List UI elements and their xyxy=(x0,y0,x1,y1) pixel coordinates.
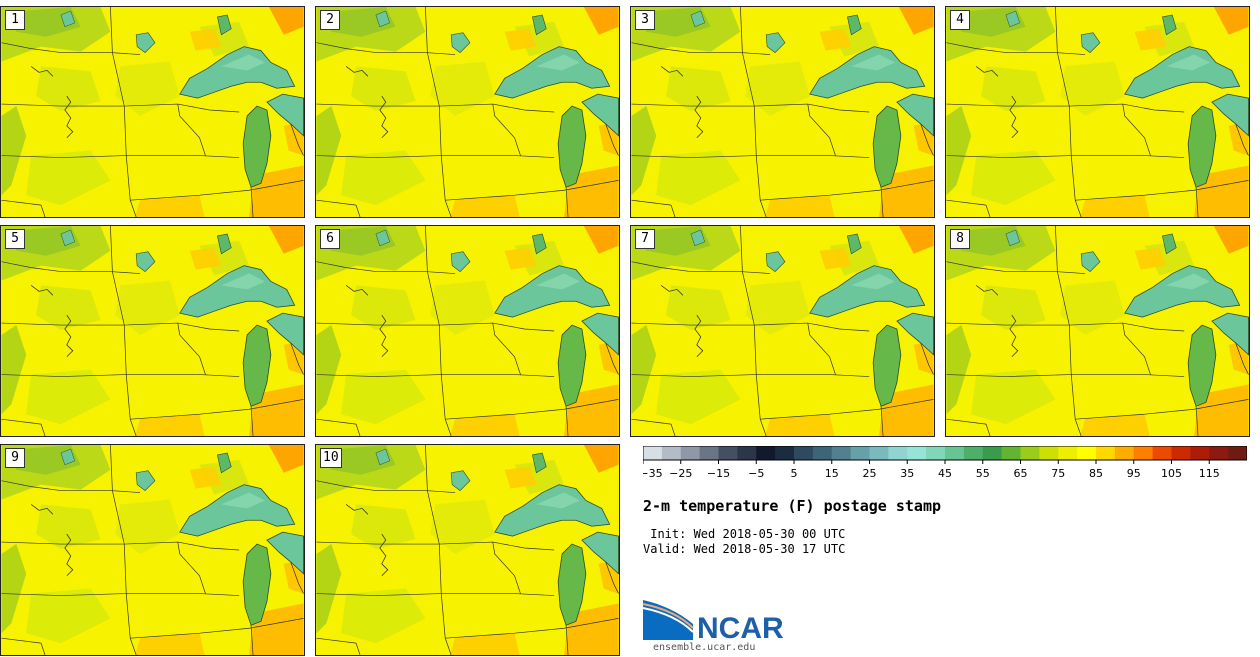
valid-time: Valid: Wed 2018-05-30 17 UTC xyxy=(643,542,846,556)
colorbar-swatch xyxy=(1152,446,1172,460)
colorbar-swatch xyxy=(831,446,852,460)
temperature-map xyxy=(946,226,1249,436)
colorbar-swatch xyxy=(1020,446,1040,460)
ncar-logo: NCAR xyxy=(642,600,784,644)
colorbar-tick-label: −25 xyxy=(669,467,692,480)
temperature-colorbar: −35 −25 −15 −5 5 15 25 35 45 55 65 75 85 95 105 115 xyxy=(643,446,1247,480)
colorbar-swatch xyxy=(926,446,946,460)
colorbar-swatch xyxy=(794,446,814,460)
colorbar-tick-label: 105 xyxy=(1161,467,1182,480)
temperature-map xyxy=(1,445,304,655)
colorbar-tick-label: 55 xyxy=(976,467,990,480)
colorbar-tick-label: 25 xyxy=(863,467,877,480)
colorbar-swatch xyxy=(718,446,738,460)
colorbar-swatch xyxy=(737,446,757,460)
postage-stamp-map-2: 2 xyxy=(315,6,620,218)
colorbar-swatch xyxy=(1190,446,1210,460)
temperature-map xyxy=(316,7,619,217)
member-label: 1 xyxy=(5,10,25,30)
temperature-map xyxy=(1,7,304,217)
colorbar-tick-label: 15 xyxy=(825,467,839,480)
colorbar-tick-label: 75 xyxy=(1051,467,1065,480)
plot-title: 2-m temperature (F) postage stamp xyxy=(643,497,942,515)
member-label: 3 xyxy=(635,10,655,30)
colorbar-swatch xyxy=(907,446,927,460)
colorbar-swatch xyxy=(1171,446,1191,460)
colorbar-swatch xyxy=(888,446,908,460)
colorbar-swatch xyxy=(643,446,663,460)
site-url: ensemble.ucar.edu xyxy=(653,642,756,653)
postage-stamp-map-4: 4 xyxy=(945,6,1250,218)
postage-stamp-map-9: 9 xyxy=(0,444,305,656)
colorbar-swatch xyxy=(661,446,682,460)
colorbar-tick-label: 85 xyxy=(1089,467,1103,480)
member-label: 6 xyxy=(320,229,340,249)
member-label: 2 xyxy=(320,10,340,30)
colorbar-swatch xyxy=(1228,446,1247,460)
colorbar-tick-label: 5 xyxy=(791,467,798,480)
colorbar-tick-label: 65 xyxy=(1014,467,1028,480)
postage-stamp-map-8: 8 xyxy=(945,225,1250,437)
colorbar-swatch xyxy=(869,446,889,460)
colorbar-swatch xyxy=(963,446,984,460)
colorbar-swatch xyxy=(680,446,701,460)
postage-stamp-map-6: 6 xyxy=(315,225,620,437)
colorbar-swatch xyxy=(1039,446,1059,460)
colorbar-tick-label: 35 xyxy=(900,467,914,480)
member-label: 8 xyxy=(950,229,970,249)
temperature-map xyxy=(1,226,304,436)
temperature-map xyxy=(631,7,934,217)
temperature-map xyxy=(631,226,934,436)
colorbar-swatch xyxy=(1096,446,1116,460)
temperature-map xyxy=(316,445,619,655)
colorbar-swatch xyxy=(1114,446,1135,460)
colorbar-swatch xyxy=(699,446,719,460)
colorbar-swatch xyxy=(1001,446,1021,460)
colorbar-tick-label: 45 xyxy=(938,467,952,480)
colorbar-swatch xyxy=(982,446,1003,460)
colorbar-tick-label: −35 xyxy=(643,467,663,480)
postage-stamp-map-3: 3 xyxy=(630,6,935,218)
member-label: 9 xyxy=(5,448,25,468)
colorbar-tick-label: 115 xyxy=(1199,467,1220,480)
member-label: 4 xyxy=(950,10,970,30)
member-label: 5 xyxy=(5,229,25,249)
member-label: 7 xyxy=(635,229,655,249)
postage-stamp-map-10: 10 xyxy=(315,444,620,656)
colorbar-tick-label: 95 xyxy=(1127,467,1141,480)
colorbar-swatch xyxy=(945,446,965,460)
colorbar-swatch xyxy=(1209,446,1229,460)
colorbar-swatch xyxy=(775,446,795,460)
colorbar-swatch xyxy=(812,446,833,460)
colorbar-tick-label: −5 xyxy=(748,467,764,480)
postage-stamp-map-7: 7 xyxy=(630,225,935,437)
logo-wordmark: NCAR xyxy=(697,612,784,644)
temperature-map xyxy=(316,226,619,436)
colorbar-swatch xyxy=(1133,446,1154,460)
init-time: Init: Wed 2018-05-30 00 UTC xyxy=(643,527,846,541)
member-label: 10 xyxy=(320,448,342,468)
postage-stamp-map-1: 1 xyxy=(0,6,305,218)
colorbar-swatch xyxy=(756,446,776,460)
postage-stamp-map-5: 5 xyxy=(0,225,305,437)
colorbar-swatch xyxy=(1077,446,1097,460)
colorbar-swatch xyxy=(1058,446,1078,460)
colorbar-tick-label: −15 xyxy=(707,467,730,480)
colorbar-swatch xyxy=(850,446,870,460)
temperature-map xyxy=(946,7,1249,217)
